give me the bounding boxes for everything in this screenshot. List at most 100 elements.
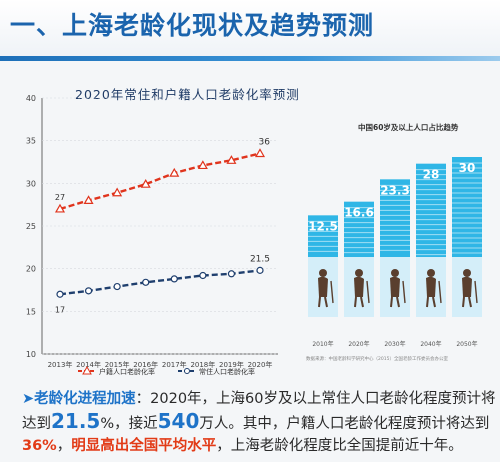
summary-text: ➤老龄化进程加速：2020年，上海60岁及以上常住人口老龄化程度预计将达到21.… [22,388,496,457]
bar-group [380,179,410,317]
elderly-person-icon [426,269,442,308]
person-leg [360,296,364,308]
summary-part-2: %，接近 [100,416,158,432]
series-line-1 [59,269,261,296]
elderly-person-icon [462,269,478,308]
x-tick-label: 2015年 [105,360,130,369]
person-cane [366,280,370,304]
summary-part-5: ，上海老龄化程度比全国提前近十年。 [216,438,463,454]
person-body [426,276,436,297]
bar-value-label: 30 [459,161,476,175]
elderly-person-icon [354,269,370,308]
person-leg [396,296,400,308]
slide-title: 一、上海老龄化现状及趋势预测 [10,11,375,40]
person-leg [318,296,321,308]
y-tick-label: 20 [26,265,36,274]
person-leg [462,296,465,308]
data-point [170,275,178,283]
summary-value-hukou: 36% [22,438,57,454]
person-body [354,276,364,297]
x-tick-label: 2040年 [420,340,441,348]
y-tick-label: 35 [26,137,36,146]
person-cane [474,280,478,304]
legend-label: 常住人口老龄化率 [199,367,255,376]
bar [452,157,482,257]
x-tick-label: 2050年 [456,340,477,348]
bar-value-label: 12.5 [308,219,338,233]
data-label: 36 [259,137,271,147]
bar-group [416,163,446,317]
person-head [391,269,399,277]
person-head [463,269,471,277]
summary-part-1: ：2020年，上海60岁及以上常住人口老龄化程度预计将达到 [22,391,496,432]
person-leg [324,296,328,308]
data-label: 17 [55,305,65,314]
person-leg [426,296,429,308]
bar-chart-source: 数据来源：中国老龄科学研究中心（2015）全国老龄工作委员会办公室 [306,357,448,362]
y-tick-label: 40 [26,94,36,103]
bar-value-label: 16.6 [344,206,374,220]
data-point [140,178,151,188]
summary-value-rate: 21.5 [51,409,101,433]
x-tick-label: 2020年 [248,360,273,369]
person-cane [438,280,442,304]
legend-label: 户籍人口老龄化率 [99,367,155,376]
person-head [355,269,363,277]
summary-part-3: 万人。其中，户籍人口老龄化程度预计将达到 [199,416,490,432]
bar-value-label: 23.3 [380,183,410,197]
series-line-0 [59,152,261,211]
x-tick-label: 2019年 [219,360,244,369]
elderly-person-icon [318,269,334,308]
person-body [462,276,472,297]
header-underline [0,56,500,61]
person-leg [354,296,357,308]
data-point [83,195,94,205]
person-body [390,276,400,297]
person-leg [390,296,393,308]
x-tick-label: 2016年 [133,360,158,369]
slide-header: 一、上海老龄化现状及趋势预测 [0,0,500,61]
data-point [84,287,93,295]
data-point [142,278,150,286]
x-tick-label: 2018年 [190,360,215,369]
x-tick-label: 2030年 [384,340,405,348]
y-tick-label: 25 [26,222,36,231]
person-cane [330,280,334,304]
data-point [56,290,64,298]
person-leg [468,296,472,308]
bar [380,179,410,257]
bar-value-label: 28 [423,168,440,182]
elderly-person-icon [390,269,406,308]
data-point [199,271,207,280]
bar-chart-title: 中国60岁及以上人口占比趋势 [358,123,459,132]
data-label: 21.5 [250,254,270,264]
data-point [197,160,208,170]
x-tick-label: 2014年 [76,360,101,369]
summary-value-count: 540 [157,409,200,433]
legend-marker [82,365,92,375]
data-point [112,187,123,197]
data-point [169,167,180,177]
bar-group [452,157,482,317]
data-label: 27 [55,193,65,202]
data-point [256,266,264,274]
summary-highlight: 明显高出全国平均水平 [71,438,217,454]
data-point [227,270,236,278]
x-tick-label: 2010年 [312,340,333,348]
data-point [54,203,66,213]
legend-marker [184,368,190,374]
x-tick-label: 2017年 [162,360,187,369]
person-head [319,269,327,277]
data-point [113,282,121,291]
x-tick-label: 2020年 [348,340,369,348]
person-leg [432,296,436,308]
y-tick-label: 30 [26,179,36,188]
summary-arrow-icon: ➤ [22,391,35,407]
person-head [427,269,435,277]
y-tick-label: 15 [26,307,36,316]
x-tick-label: 2013年 [48,360,73,369]
data-point [254,148,266,158]
person-body [318,276,328,297]
person-cane [402,280,406,304]
